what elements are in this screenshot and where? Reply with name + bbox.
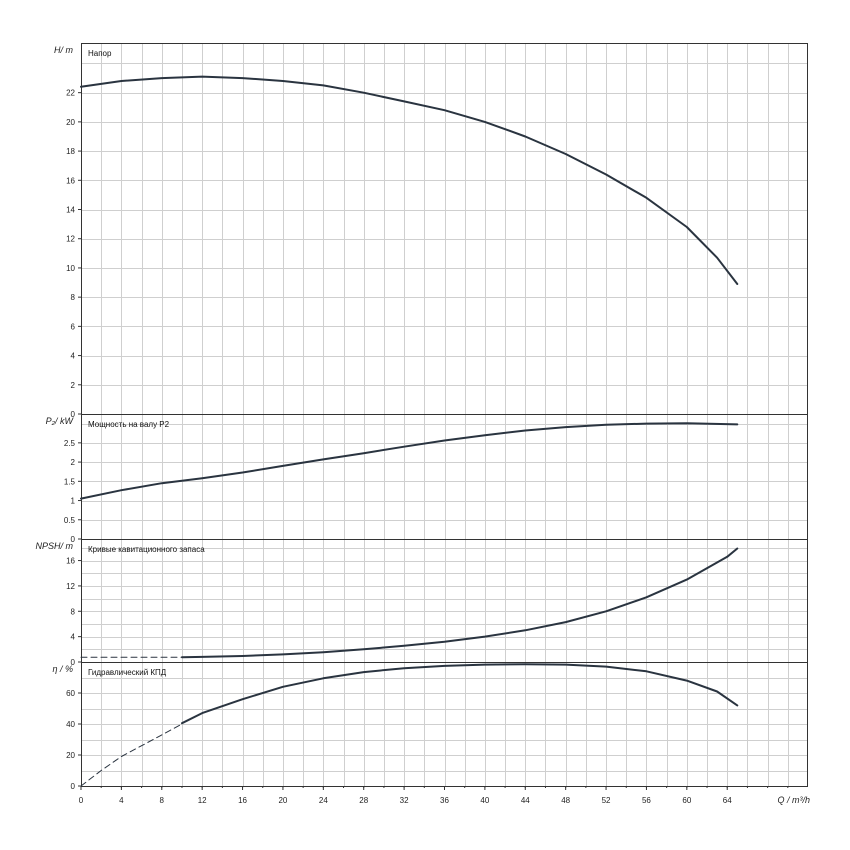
head-y-tick-label: 2 (71, 381, 76, 390)
efficiency-y-tick-label: 60 (66, 689, 75, 698)
x-tick-label: 40 (480, 796, 489, 805)
power-y-tick-label: 2.5 (64, 439, 76, 448)
x-tick-label: 60 (682, 796, 691, 805)
head-y-tick-label: 8 (71, 293, 76, 302)
head-curve-solid (80, 75, 739, 285)
head-panel-frame (81, 43, 808, 415)
npsh-y-tick-label: 4 (71, 633, 76, 642)
x-tick-label: 52 (602, 796, 611, 805)
head-y-tick-label: 22 (66, 89, 75, 98)
head-y-tick-label: 18 (66, 147, 75, 156)
npsh-y-axis-label: NPSH/ m (35, 541, 73, 551)
x-tick-label: 8 (160, 796, 165, 805)
power-y-tick-label: 0 (71, 535, 76, 544)
efficiency-curve-solid (181, 663, 739, 725)
head-panel-title: Напор (88, 49, 112, 58)
npsh-curve-solid (181, 547, 739, 659)
efficiency-y-axis-label: η / % (52, 664, 73, 674)
efficiency-y-tick-label: 40 (66, 720, 75, 729)
head-y-tick-label: 12 (66, 235, 75, 244)
npsh-y-tick-label: 16 (66, 557, 75, 566)
x-tick-label: 28 (359, 796, 368, 805)
head-y-tick-label: 16 (66, 176, 75, 185)
npsh-panel-frame (81, 539, 808, 663)
efficiency-y-tick-label: 20 (66, 751, 75, 760)
frame-layer (78, 43, 808, 790)
head-y-tick-label: 6 (71, 322, 76, 331)
head-y-axis-label: H/ m (54, 45, 74, 55)
x-tick-label: 12 (198, 796, 207, 805)
npsh-y-tick-label: 0 (71, 658, 76, 667)
x-tick-label: 24 (319, 796, 328, 805)
npsh-y-tick-label: 8 (71, 607, 76, 616)
power-y-tick-label: 0.5 (64, 516, 76, 525)
x-tick-label: 16 (238, 796, 247, 805)
npsh-y-tick-label: 12 (66, 582, 75, 591)
head-y-tick-label: 10 (66, 264, 75, 273)
x-tick-label: 48 (561, 796, 570, 805)
power-panel-title: Мощность на валу P2 (88, 420, 170, 429)
head-y-tick-label: 14 (66, 206, 75, 215)
efficiency-curve-dashed (80, 723, 183, 787)
x-tick-label: 20 (278, 796, 287, 805)
power-y-tick-label: 2 (71, 458, 76, 467)
power-curve-solid (80, 422, 739, 500)
head-y-tick-label: 0 (71, 410, 76, 419)
x-tick-label: 44 (521, 796, 530, 805)
x-tick-label: 56 (642, 796, 651, 805)
npsh-panel-title: Кривые кавитационного запаса (88, 545, 205, 554)
x-tick-label: 4 (119, 796, 124, 805)
x-tick-label: 32 (400, 796, 409, 805)
head-y-tick-label: 20 (66, 118, 75, 127)
curve-layer (80, 75, 739, 787)
efficiency-y-tick-label: 0 (71, 782, 76, 791)
efficiency-panel-title: Гидравлический КПД (88, 668, 167, 677)
power-y-tick-label: 1 (71, 497, 76, 506)
power-y-axis-label: P₂/ kW (46, 416, 75, 426)
x-tick-label: 64 (723, 796, 732, 805)
x-axis-label: Q / m³/h (777, 795, 810, 805)
power-y-tick-label: 1.5 (64, 477, 76, 486)
head-y-tick-label: 4 (71, 352, 76, 361)
x-tick-label: 0 (79, 796, 84, 805)
x-tick-label: 36 (440, 796, 449, 805)
